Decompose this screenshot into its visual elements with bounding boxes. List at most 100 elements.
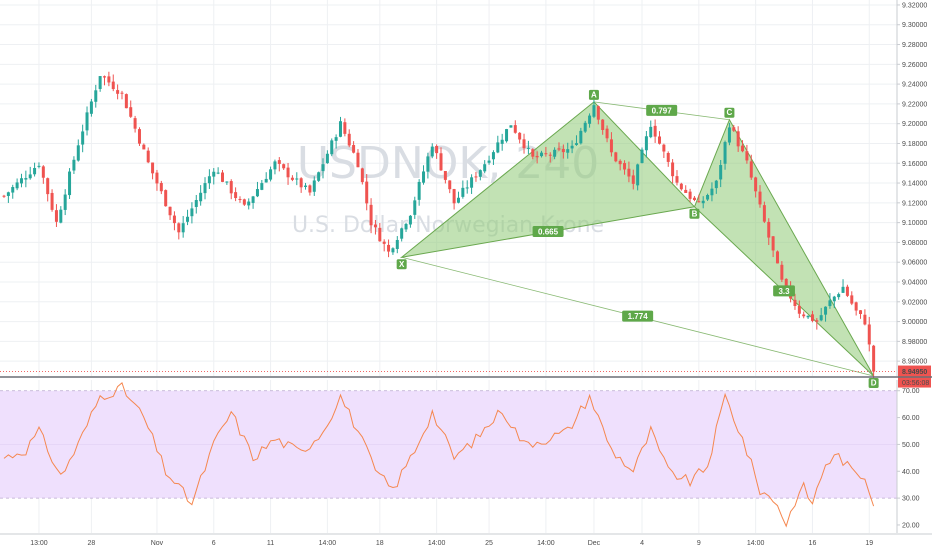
candle [408, 214, 412, 228]
rsi-axis[interactable]: 70.00 60.00 50.00 40.00 30.00 20.00 [896, 380, 920, 533]
candle-body [872, 345, 876, 372]
candle-body [675, 176, 679, 183]
candle [417, 179, 421, 206]
price-axis[interactable]: 9.32000 9.30000 9.28000 9.26000 9.24000 9.220… [896, 0, 927, 376]
candle [142, 143, 146, 150]
candle-body [417, 181, 421, 200]
candle [496, 135, 500, 154]
candle-body [308, 185, 312, 193]
candle-body [151, 162, 155, 174]
candle [177, 222, 181, 240]
candle-body [548, 154, 552, 156]
candle [723, 140, 727, 170]
candle-body [395, 239, 399, 249]
candle-body [640, 149, 644, 163]
candle-body [574, 143, 578, 145]
rsi-line [3, 382, 875, 528]
candle-body [802, 314, 806, 317]
candle-body [819, 315, 823, 321]
candle [522, 133, 526, 154]
time-axis-label: 4 [640, 540, 644, 547]
candle [6, 191, 10, 203]
time-axis-label: 6 [212, 540, 216, 547]
candle [483, 160, 487, 174]
candle-body [627, 168, 631, 177]
candle [500, 133, 504, 151]
candle-body [815, 320, 819, 322]
candle-body [137, 129, 141, 144]
candle-body [679, 183, 683, 190]
candle-body [692, 197, 696, 201]
candle [54, 204, 58, 227]
time-axis-label: 16 [809, 540, 817, 547]
candle-body [404, 223, 408, 230]
candle-body [841, 286, 845, 293]
rsi-pane[interactable] [0, 382, 897, 528]
candle-body [671, 162, 675, 177]
candle-body [518, 132, 522, 140]
candle [623, 160, 627, 175]
candle-body [168, 206, 172, 216]
candle-body [513, 125, 517, 133]
candle [675, 170, 679, 186]
candle-body [544, 153, 548, 155]
candle [164, 189, 168, 207]
candle [828, 293, 832, 309]
candle-body [142, 144, 146, 150]
price-axis-label: 9.00000 [902, 319, 927, 326]
candle [238, 196, 242, 203]
pattern-ratio-label: 1.774 [628, 312, 649, 321]
pattern-ratio: 1.774 [622, 310, 654, 322]
time-axis[interactable]: 13:00 28 Nov 6 11 14:00 18 14:00 25 14:00 Dec 4 9 14:… [0, 533, 932, 547]
candle-body [290, 177, 294, 180]
pattern-point-label: A [591, 90, 597, 99]
candle-body [592, 105, 596, 117]
candle [719, 159, 723, 188]
price-pane[interactable]: USDNOK, 240 U.S. Dollar Norwegian Krone … [0, 0, 897, 533]
candle-body [448, 180, 452, 190]
candle [614, 151, 618, 163]
candle-body [828, 300, 832, 307]
time-axis-label: 14:00 [537, 540, 555, 547]
candle [369, 198, 373, 234]
price-axis-label: 9.12000 [902, 200, 927, 207]
candle-body [338, 121, 342, 137]
candle [378, 222, 382, 242]
candle-body [806, 315, 810, 318]
candle [308, 184, 312, 196]
candle [404, 222, 408, 233]
candle-body [601, 119, 605, 130]
time-axis-label: 14:00 [319, 540, 337, 547]
candle [470, 174, 474, 194]
candle-body [194, 200, 198, 207]
candle [338, 116, 342, 138]
time-axis-label: 28 [88, 540, 96, 547]
candle [413, 196, 417, 219]
candle [845, 284, 849, 298]
time-axis-label: 14:00 [428, 540, 446, 547]
candle [299, 177, 303, 193]
pattern-ratio-badge [773, 285, 795, 297]
candle-body [483, 164, 487, 172]
candle-body [199, 192, 203, 202]
candle-body [98, 76, 102, 89]
candle [487, 155, 491, 165]
candle-body [500, 139, 504, 144]
candle-body [273, 161, 277, 170]
candle [116, 84, 120, 100]
candle [334, 134, 338, 149]
candle-body [251, 196, 255, 203]
candle-body [37, 165, 41, 167]
candle-body [714, 180, 718, 189]
candle [242, 198, 246, 206]
rsi-axis-label: 60.00 [902, 415, 920, 422]
candle-body [470, 177, 474, 188]
price-axis-label: 9.04000 [902, 280, 927, 287]
candle-body [260, 183, 264, 190]
candle [771, 236, 775, 258]
candle-body [124, 94, 128, 109]
pattern-point-d: D [868, 378, 879, 388]
candle [373, 220, 377, 235]
candle [671, 159, 675, 184]
